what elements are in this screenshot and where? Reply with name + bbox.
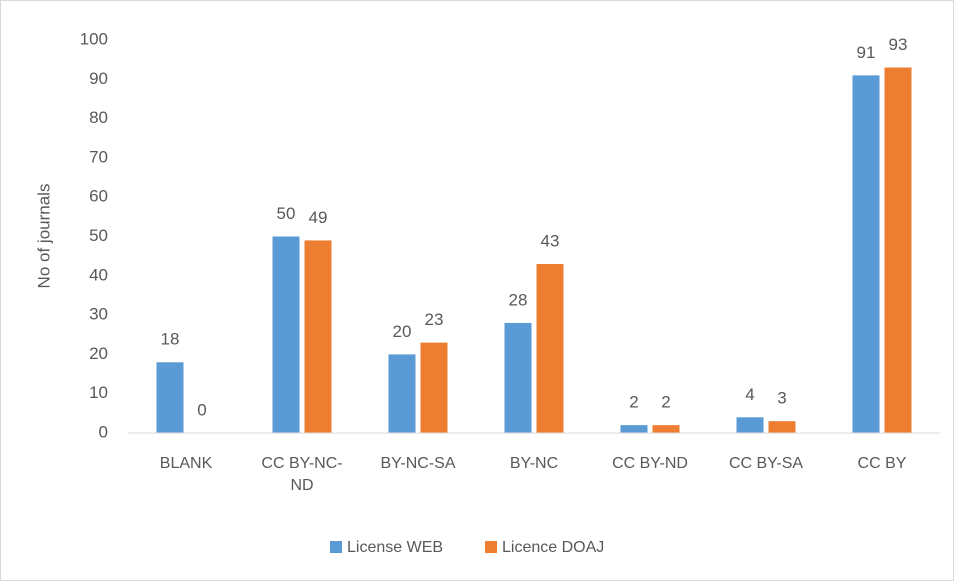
y-tick-label: 80 <box>89 108 108 127</box>
legend-label: Licence DOAJ <box>502 539 604 556</box>
value-label: 20 <box>393 322 412 341</box>
y-tick-label: 60 <box>89 187 108 206</box>
bar <box>768 421 796 433</box>
y-axis-title: No of journals <box>34 184 53 289</box>
x-tick-label: CC BY-ND <box>612 455 688 472</box>
bar <box>736 417 764 433</box>
value-label: 0 <box>197 400 206 419</box>
value-label: 18 <box>161 330 180 349</box>
value-label: 50 <box>277 204 296 223</box>
y-tick-label: 50 <box>89 226 108 245</box>
x-tick-label: CC BY <box>857 455 907 472</box>
x-tick-label: BLANK <box>159 455 213 472</box>
value-label: 3 <box>777 389 786 408</box>
value-label: 28 <box>509 290 528 309</box>
bar <box>304 240 332 433</box>
legend-swatch <box>330 541 342 553</box>
value-label: 23 <box>425 310 444 329</box>
bar <box>536 264 564 433</box>
legend-label: License WEB <box>347 539 443 556</box>
y-tick-label: 90 <box>89 69 108 88</box>
value-label: 43 <box>541 231 560 250</box>
x-tick-label: BY-NC-SA <box>380 455 456 472</box>
y-tick-label: 100 <box>80 29 108 48</box>
value-label: 91 <box>857 43 876 62</box>
x-tick-label: BY-NC <box>509 455 559 472</box>
value-label: 2 <box>661 393 670 412</box>
bar <box>420 342 448 433</box>
y-tick-label: 20 <box>89 344 108 363</box>
bar <box>156 362 184 433</box>
value-label: 4 <box>745 385 754 404</box>
legend-swatch <box>485 541 497 553</box>
bar <box>852 75 880 434</box>
x-tick-label: CC BY-NC-ND <box>261 455 343 494</box>
bar <box>652 425 680 433</box>
bar <box>504 322 532 433</box>
value-label: 2 <box>629 393 638 412</box>
y-tick-label: 0 <box>99 422 108 441</box>
bar <box>272 236 300 433</box>
bar <box>620 425 648 433</box>
x-tick-label: CC BY-SA <box>728 455 804 472</box>
value-label: 93 <box>889 35 908 54</box>
value-label: 49 <box>309 208 328 227</box>
y-tick-label: 40 <box>89 265 108 284</box>
y-tick-label: 70 <box>89 147 108 166</box>
y-tick-label: 10 <box>89 383 108 402</box>
bar <box>884 67 912 433</box>
y-tick-label: 30 <box>89 305 108 324</box>
bar <box>388 354 416 433</box>
